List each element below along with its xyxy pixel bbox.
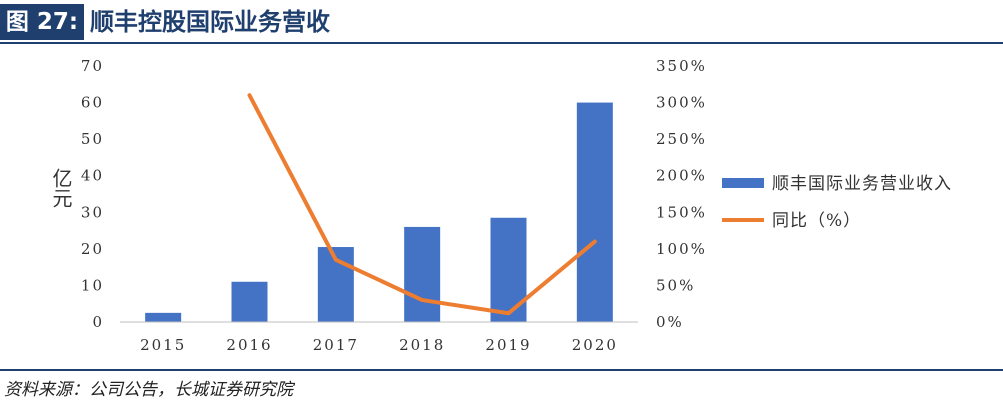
legend-swatch-bar [722,178,764,188]
legend-label-line: 同比（%） [772,211,861,231]
x-tick-label: 2017 [313,336,359,354]
bar [145,312,182,322]
left-tick-label: 0 [92,313,104,331]
bar [576,102,613,322]
right-tick-label: 150% [656,203,707,221]
y-axis-label: 亿元 [49,168,73,208]
right-tick-label: 200% [656,167,707,185]
left-tick-label: 60 [81,94,104,112]
left-tick-label: 20 [81,240,104,258]
left-tick-label: 70 [81,57,104,75]
x-tick-label: 2015 [140,336,186,354]
left-tick-label: 40 [81,167,104,185]
x-tick-label: 2018 [399,336,445,354]
left-tick-label: 30 [81,203,104,221]
right-axis: 0% 50% 100% 150% 200% 250% 300% 350% [656,57,707,331]
right-tick-label: 350% [656,57,707,75]
bar [231,281,268,322]
figure-title: 顺丰控股国际业务营收 [90,8,330,36]
plot-area [145,93,613,322]
x-tick-label: 2016 [226,336,272,354]
chart: 0 10 20 30 40 50 60 70 亿元 0% 50% 100% 150% 200% 250% 3… [49,57,952,354]
header-rule [0,42,1003,44]
right-tick-label: 100% [656,240,707,258]
right-tick-label: 250% [656,130,707,148]
left-tick-label: 10 [81,276,104,294]
right-tick-label: 50% [656,276,695,294]
right-tick-label: 300% [656,94,707,112]
x-tick-label: 2019 [485,336,531,354]
yoy-line [247,93,597,316]
source-note: 资料来源：公司公告，长城证券研究院 [4,380,293,400]
footer-rule [0,369,1003,371]
left-axis: 0 10 20 30 40 50 60 70 亿元 [49,57,104,331]
left-tick-label: 50 [81,130,104,148]
figure-header: 图 27: 顺丰控股国际业务营收 [0,0,1003,44]
x-tick-label: 2020 [572,336,618,354]
x-axis: 2015 2016 2017 2018 2019 2020 [120,321,638,354]
legend-label-bar: 顺丰国际业务营业收入 [772,174,952,194]
bar [404,226,441,322]
figure-number: 图 27: [0,4,84,40]
right-tick-label: 0% [656,313,684,331]
bar [490,217,527,322]
